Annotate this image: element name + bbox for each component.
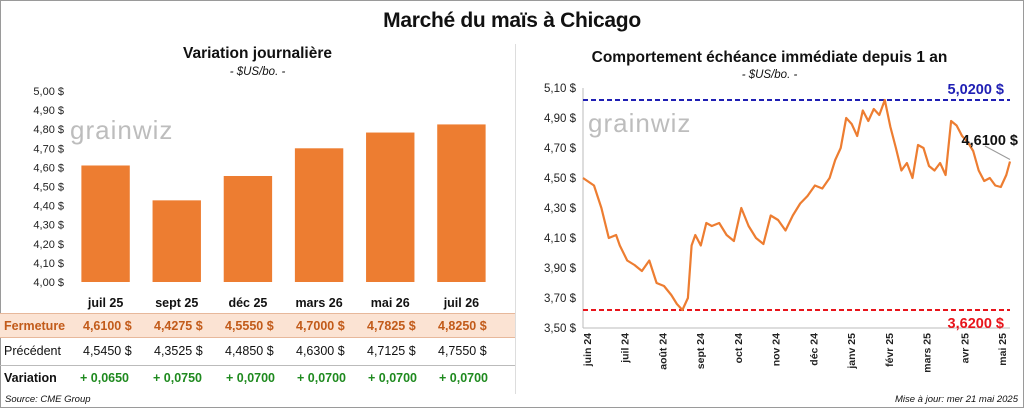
- y-tick-label: 5,10 $: [544, 83, 577, 95]
- previous-cell: 4,3525 $: [154, 344, 203, 358]
- y-tick-label: 4,20 $: [33, 239, 64, 251]
- variation-cell: + 0,0750: [153, 371, 203, 385]
- variation-cell: + 0,0700: [297, 371, 347, 385]
- update-note: Mise à jour: mer 21 mai 2025: [894, 394, 1018, 405]
- variation-cell: + 0,0700: [439, 371, 489, 385]
- x-tick-label: janv 25: [846, 333, 858, 370]
- left-chart-title: Variation journalière: [182, 45, 333, 62]
- table-row-close: Fermeture 4,6100 $ 4,4275 $ 4,5550 $ 4,7…: [0, 313, 515, 338]
- y-tick-label: 3,50 $: [544, 323, 577, 335]
- row-label-previous: Précédent: [4, 344, 61, 358]
- x-tick-label: mars 26: [295, 296, 342, 310]
- y-tick-label: 4,50 $: [544, 173, 577, 185]
- price-series-line: [582, 98, 1012, 312]
- variation-cell: + 0,0700: [368, 371, 418, 385]
- row-label-variation: Variation: [4, 371, 57, 385]
- close-cell: 4,8250 $: [438, 319, 487, 333]
- close-cell: 4,7000 $: [296, 319, 345, 333]
- bar: [81, 165, 130, 282]
- y-tick-label: 4,30 $: [33, 220, 64, 232]
- high-label: 5,0200 $: [948, 82, 1004, 98]
- y-tick-label: 4,90 $: [33, 105, 64, 117]
- x-tick-label: mai 25: [997, 333, 1009, 366]
- left-watermark-logo: grainwiz: [70, 115, 174, 145]
- last-value-label: 4,6100 $: [962, 133, 1018, 149]
- right-chart-title: Comportement échéance immédiate depuis 1…: [591, 49, 948, 66]
- y-tick-label: 3,90 $: [544, 263, 577, 275]
- y-tick-label: 4,70 $: [544, 143, 577, 155]
- right-watermark-logo: grainwiz: [588, 108, 692, 138]
- x-tick-label: sept 24: [695, 333, 707, 369]
- variation-cell: + 0,0700: [226, 371, 276, 385]
- x-tick-label: sept 25: [155, 296, 198, 310]
- y-tick-label: 4,50 $: [33, 182, 64, 194]
- y-tick-label: 4,40 $: [33, 201, 64, 213]
- previous-cell: 4,5450 $: [83, 344, 132, 358]
- bar: [437, 124, 486, 282]
- close-cell: 4,7825 $: [367, 319, 416, 333]
- y-tick-label: 4,30 $: [544, 203, 577, 215]
- right-chart-unit: - $US/bo. -: [741, 69, 798, 81]
- x-tick-label: août 24: [657, 333, 669, 370]
- previous-cell: 4,7550 $: [438, 344, 487, 358]
- y-tick-label: 4,70 $: [33, 143, 64, 155]
- bar: [152, 200, 201, 282]
- source-note: Source: CME Group: [5, 394, 91, 405]
- previous-cell: 4,6300 $: [296, 344, 345, 358]
- left-chart-unit: - $US/bo. -: [229, 66, 286, 78]
- previous-cell: 4,4850 $: [225, 344, 274, 358]
- y-tick-label: 4,80 $: [33, 124, 64, 136]
- x-tick-label: avr 25: [959, 333, 971, 364]
- table-row-previous: Précédent 4,5450 $ 4,3525 $ 4,4850 $ 4,6…: [0, 340, 515, 362]
- panel-divider: [515, 44, 516, 394]
- bar: [366, 132, 415, 282]
- x-tick-label: juil 24: [620, 333, 632, 364]
- table-row-variation: Variation + 0,0650 + 0,0750 + 0,0700 + 0…: [0, 365, 515, 389]
- y-tick-label: 4,00 $: [33, 277, 64, 289]
- main-title: Marché du maïs à Chicago: [383, 9, 641, 32]
- x-tick-label: déc 25: [228, 296, 267, 310]
- previous-cell: 4,7125 $: [367, 344, 416, 358]
- x-tick-label: oct 24: [733, 333, 745, 364]
- close-cell: 4,6100 $: [83, 319, 132, 333]
- x-tick-label: déc 24: [808, 333, 820, 366]
- close-cell: 4,5550 $: [225, 319, 274, 333]
- row-label-close: Fermeture: [4, 319, 66, 333]
- bar: [294, 148, 344, 282]
- y-tick-label: 3,70 $: [544, 293, 577, 305]
- x-tick-label: mars 25: [922, 333, 934, 373]
- y-tick-label: 4,10 $: [33, 258, 64, 270]
- x-tick-label: juil 26: [443, 296, 479, 310]
- y-tick-label: 4,90 $: [544, 113, 577, 125]
- variation-cell: + 0,0650: [80, 371, 130, 385]
- x-tick-label: juin 24: [582, 333, 594, 367]
- low-label: 3,6200 $: [948, 316, 1004, 332]
- x-tick-label: juil 25: [87, 296, 123, 310]
- x-tick-label: mai 26: [371, 296, 410, 310]
- close-cell: 4,4275 $: [154, 319, 203, 333]
- bar: [223, 175, 273, 282]
- last-value-leader: [984, 145, 1011, 160]
- y-tick-label: 4,60 $: [33, 162, 64, 174]
- y-tick-label: 4,10 $: [544, 233, 577, 245]
- x-tick-label: nov 24: [771, 333, 783, 366]
- y-tick-label: 5,00 $: [33, 86, 64, 98]
- x-tick-label: févr 25: [884, 333, 896, 367]
